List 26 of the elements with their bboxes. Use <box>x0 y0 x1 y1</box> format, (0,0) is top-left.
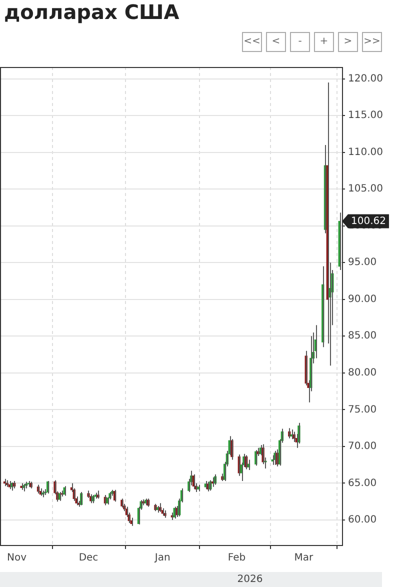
y-tick-label: 65.00 <box>348 478 377 489</box>
y-tick-label: 80.00 <box>348 368 377 379</box>
x-tick-label: Feb <box>228 552 246 564</box>
x-tick-label: Nov <box>6 552 27 564</box>
y-tick-label: 120.00 <box>348 73 383 84</box>
y-tick-label: 95.00 <box>348 257 377 268</box>
nav-button[interactable]: - <box>290 32 310 52</box>
x-axis-title: 2026 <box>236 573 264 587</box>
text: 100.62 <box>351 216 386 227</box>
chart-title: долларах США <box>4 0 180 24</box>
y-tick-label: 70.00 <box>348 441 377 452</box>
x-tick-label: Dec <box>78 552 98 564</box>
y-tick-label: 105.00 <box>348 184 383 195</box>
nav-button[interactable]: < <box>266 32 286 52</box>
y-tick-label: 90.00 <box>348 294 377 305</box>
x-tick-label: Jan <box>154 552 170 564</box>
y-tick-label: 85.00 <box>348 330 377 342</box>
nav-button[interactable]: << <box>242 32 262 52</box>
nav-button[interactable]: + <box>314 32 334 52</box>
y-tick-label: 60.00 <box>348 514 377 526</box>
y-tick-label: 110.00 <box>348 146 383 158</box>
x-tick-label: Mar <box>294 552 314 564</box>
nav-button[interactable]: >> <box>362 32 382 52</box>
nav-button[interactable]: > <box>338 32 358 52</box>
y-tick-label: 75.00 <box>348 404 377 416</box>
y-tick-label: 115.00 <box>348 110 383 122</box>
